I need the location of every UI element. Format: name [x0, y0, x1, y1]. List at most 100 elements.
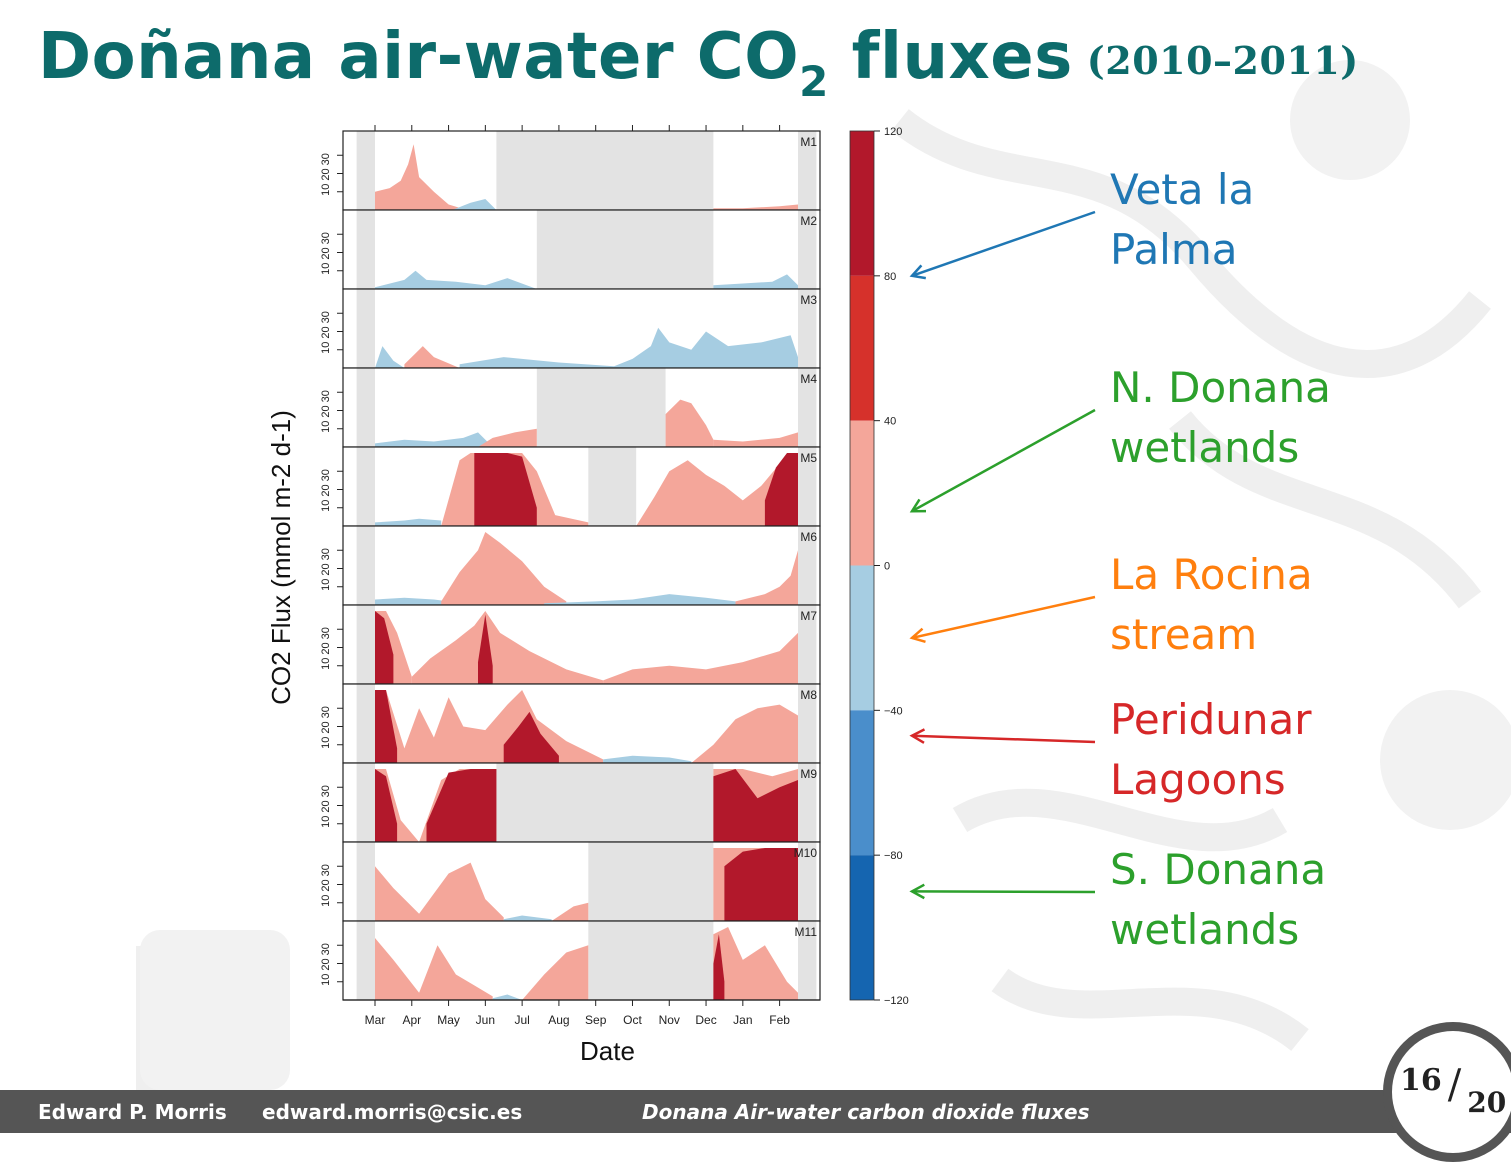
flux-area-pos	[713, 432, 798, 447]
panel-label: M7	[800, 609, 817, 623]
x-tick-label: Sep	[585, 1013, 607, 1027]
page-total: 20	[1467, 1086, 1507, 1119]
colorbar-band	[850, 131, 874, 276]
flux-area-pos	[522, 945, 589, 1000]
y-tick-labels: 10 20 30	[320, 232, 332, 275]
flux-area-neg	[459, 327, 798, 368]
no-data-region	[356, 921, 375, 1000]
y-tick-labels: 10 20 30	[320, 469, 332, 512]
no-data-region	[356, 842, 375, 921]
flux-area-dark	[713, 769, 798, 842]
panel-m2: M2 10 20 30	[320, 209, 821, 290]
x-tick-label: Oct	[623, 1013, 642, 1027]
y-tick-labels: 10 20 30	[320, 153, 332, 196]
flux-area-neg	[375, 346, 405, 368]
no-data-region	[798, 526, 817, 605]
page-number: 16/20	[1400, 1062, 1506, 1119]
y-tick-labels: 10 20 30	[320, 548, 332, 591]
flux-area-pos	[603, 632, 798, 684]
no-data-region	[798, 605, 817, 684]
flux-area-dark	[724, 848, 798, 921]
no-data-region	[356, 684, 375, 763]
no-data-region	[588, 842, 714, 921]
title-main: Doñana air-water CO	[38, 20, 800, 94]
x-tick-label: Jul	[514, 1013, 529, 1027]
flux-area-neg	[375, 432, 493, 447]
no-data-region	[496, 131, 714, 210]
panel-label: M8	[800, 688, 817, 702]
colorbar-band	[850, 565, 874, 711]
flux-area-pos	[375, 938, 493, 1000]
x-tick-label: Jun	[476, 1013, 495, 1027]
flux-area-pos	[441, 532, 567, 605]
flux-area-dark	[713, 934, 725, 1000]
colorbar-tick-label: 80	[884, 271, 896, 283]
no-data-region	[798, 131, 817, 210]
x-tick-label: May	[437, 1013, 460, 1027]
flux-area-neg	[492, 994, 523, 1000]
flux-area-pos	[691, 704, 798, 763]
flux-area-dark	[375, 690, 398, 763]
flux-area-dark	[503, 711, 559, 763]
x-axis-label: Date	[580, 1036, 635, 1066]
flux-area-dark	[375, 769, 398, 842]
y-tick-labels: 10 20 30	[320, 627, 332, 670]
x-tick-label: Feb	[769, 1013, 790, 1027]
no-data-region	[588, 921, 714, 1000]
footer-author: Edward P. Morris	[38, 1100, 227, 1124]
co2-flux-chart: M1 10 20 30 M2 10 20 30 M3 10 20 30 M4 10 20 30…	[266, 125, 909, 1066]
colorbar-tick-label: 0	[884, 561, 890, 573]
panel-label: M1	[800, 135, 817, 149]
no-data-region	[356, 210, 375, 289]
footer-talk-title: Donana Air-water carbon dioxide fluxes	[642, 1100, 1090, 1124]
flux-area-neg	[603, 755, 692, 763]
colorbar-band	[850, 710, 874, 856]
flux-area-pos	[411, 611, 604, 684]
annotation-label: La Rocina stream	[1110, 550, 1313, 659]
flux-area-neg	[544, 594, 736, 605]
panel-m5: M5 10 20 30	[320, 446, 821, 527]
flux-area-pos	[551, 902, 589, 921]
flux-area-pos	[636, 453, 798, 526]
flux-area-pos	[713, 204, 798, 210]
y-tick-labels: 10 20 30	[320, 864, 332, 907]
no-data-region	[356, 368, 375, 447]
no-data-region	[356, 289, 375, 368]
colorbar: 120 80 40 0 −40 −80 −120	[849, 126, 909, 1007]
no-data-region	[356, 763, 375, 842]
flux-area-dark	[764, 453, 798, 526]
flux-area-pos	[404, 346, 460, 368]
no-data-region	[496, 763, 714, 842]
page-slash: /	[1447, 1062, 1462, 1108]
y-tick-labels: 10 20 30	[320, 785, 332, 828]
x-tick-label: Nov	[659, 1013, 680, 1027]
panel-m10: M10 10 20 30	[320, 841, 821, 922]
x-tick-label: Jan	[733, 1013, 752, 1027]
no-data-region	[798, 368, 817, 447]
no-data-region	[798, 684, 817, 763]
y-tick-labels: 10 20 30	[320, 311, 332, 354]
colorbar-tick-label: −80	[884, 850, 903, 862]
flux-area-dark	[426, 769, 497, 842]
colorbar-band	[850, 855, 874, 1000]
flux-area-dark	[478, 614, 493, 684]
panel-label: M3	[800, 293, 817, 307]
no-data-region	[356, 131, 375, 210]
flux-area-dark	[474, 453, 537, 526]
no-data-region	[536, 210, 714, 289]
x-tick-label: Aug	[548, 1013, 569, 1027]
panel-label: M9	[800, 767, 817, 781]
panel-label: M6	[800, 530, 817, 544]
panel-m3: M3 10 20 30	[320, 288, 821, 369]
panel-label: M11	[795, 925, 818, 939]
panel-m11: M11 10 20 30	[320, 920, 821, 1001]
colorbar-band	[850, 275, 874, 421]
flux-area-neg	[713, 274, 798, 289]
annotation-label: Veta la Palma	[1110, 165, 1255, 274]
flux-area-dark	[375, 611, 394, 684]
panel-m1: M1 10 20 30	[320, 130, 821, 211]
flux-area-neg	[375, 597, 449, 605]
x-tick-label: Apr	[402, 1013, 421, 1027]
no-data-region	[356, 605, 375, 684]
footer-bar: Edward P. Morris edward.morris@csic.es D…	[0, 1090, 1511, 1133]
